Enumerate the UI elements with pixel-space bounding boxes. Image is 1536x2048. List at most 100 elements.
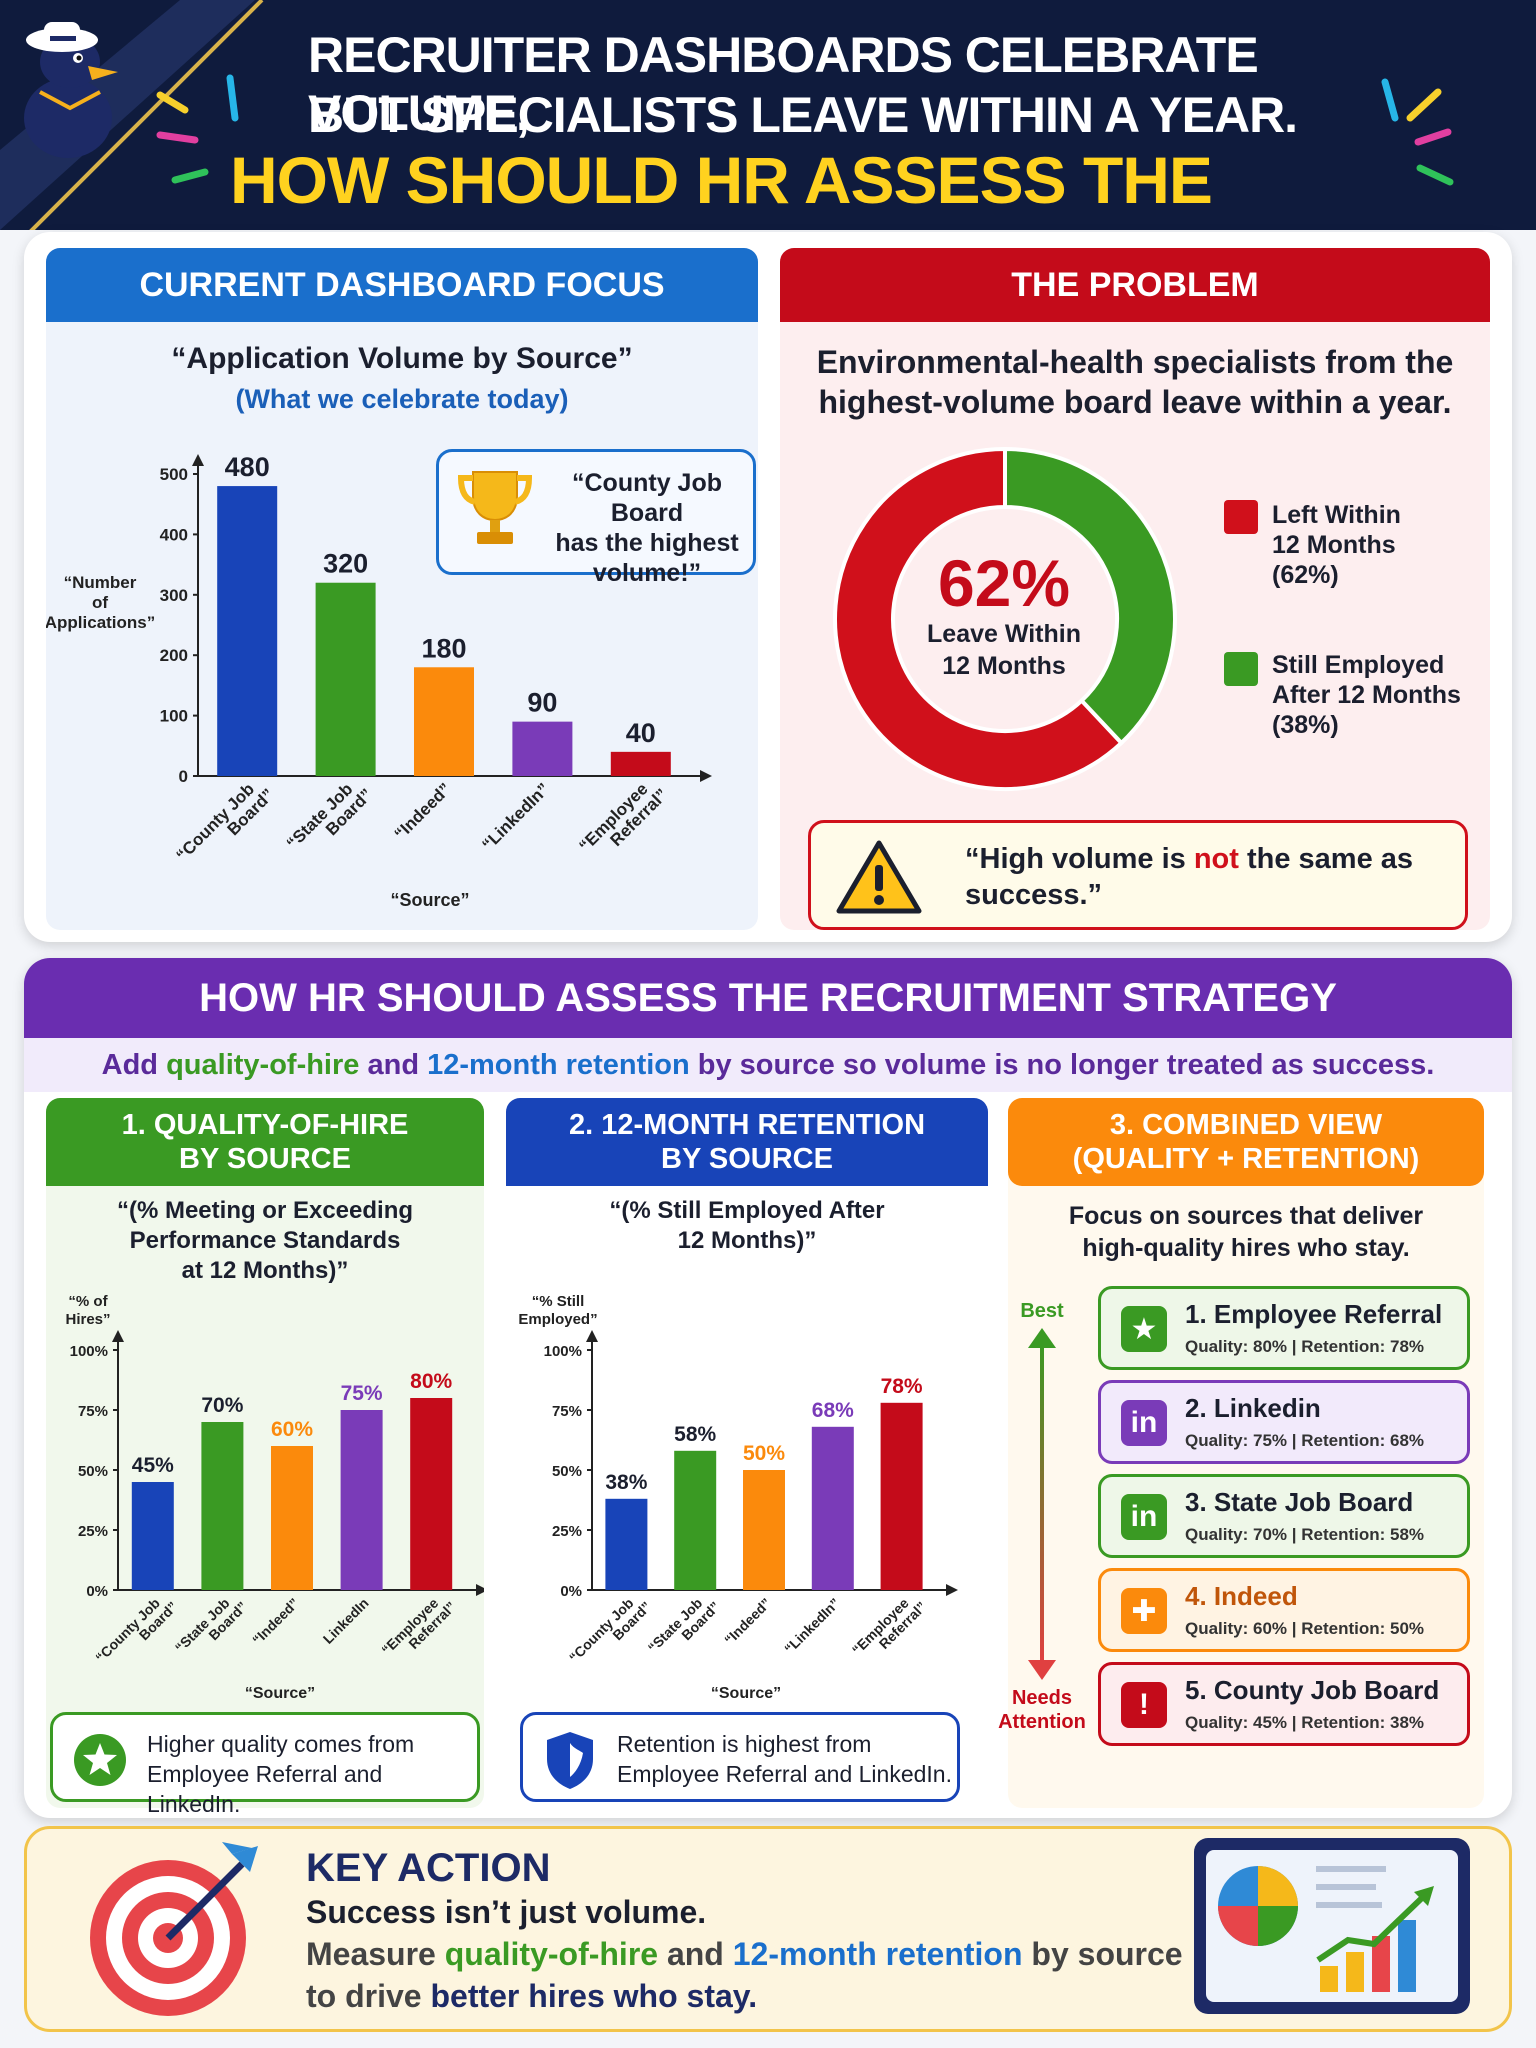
- retention-footer: Retention is highest from Employee Refer…: [520, 1712, 960, 1802]
- quality-footer-line-2: Employee Referral and LinkedIn.: [147, 1761, 383, 1817]
- bar: [414, 667, 474, 776]
- bar-value-label: 80%: [410, 1370, 452, 1393]
- bar-value-label: 78%: [881, 1375, 923, 1398]
- y-tick-label: 0%: [560, 1583, 582, 1600]
- problem-statement-line-2: highest-volume board leave within a year…: [818, 384, 1452, 420]
- donut-slice: [1003, 446, 1177, 746]
- key-action-line-2: Measure quality-of-hire and 12-month ret…: [306, 1936, 1183, 1973]
- problem-heading: THE PROBLEM: [780, 248, 1490, 322]
- legend-left-line-1: Left Within: [1272, 501, 1401, 529]
- source-rank-item: in 3. State Job Board Quality: 70% | Reten…: [1098, 1474, 1470, 1558]
- bar: [512, 721, 573, 776]
- quality-footer-line-1: Higher quality comes from: [147, 1731, 415, 1757]
- legend-swatch-employed: [1224, 652, 1258, 686]
- source-rank-metrics: Quality: 75% | Retention: 68%: [1185, 1431, 1425, 1450]
- warning-line-1: “High volume is not the same as: [965, 841, 1413, 877]
- bar-value-label: 40: [626, 718, 656, 748]
- needs-label-line-1: Needs: [1011, 1687, 1073, 1709]
- warning-icon: [836, 840, 922, 914]
- puzzle-icon: ✚: [1121, 1588, 1167, 1634]
- bar-value-label: 45%: [132, 1454, 174, 1477]
- x-category-label-line: “Indeed”: [249, 1595, 302, 1648]
- target-arrow-icon: [90, 1842, 258, 2016]
- bar-value-label: 480: [225, 452, 270, 482]
- x-category-label: LinkedIn: [320, 1595, 372, 1647]
- bar-value-label: 58%: [674, 1423, 716, 1446]
- bar-value-label: 50%: [743, 1442, 785, 1465]
- warning-line-2: success.”: [965, 879, 1103, 911]
- award-icon: ★: [1121, 1306, 1167, 1352]
- bar: [131, 1482, 174, 1590]
- key-action-quality: quality-of-hire: [444, 1936, 659, 1972]
- dashboard-callout: “County Job Board has the highest volume…: [436, 449, 756, 587]
- legend-employed-line-1: Still Employed: [1272, 651, 1445, 679]
- donut-slice: [833, 446, 1125, 791]
- assess-sub-text-e: by source so volume is no longer treated…: [689, 1049, 1435, 1081]
- x-axis-label: “Source”: [711, 1685, 781, 1702]
- x-category-label: “EmployeeReferral”: [849, 1588, 930, 1669]
- x-axis-arrow: [946, 1584, 958, 1596]
- y-axis-label: “% Still Employed”: [518, 1293, 597, 1328]
- combined-heading: 3. COMBINED VIEW (QUALITY + RETENTION): [1008, 1098, 1484, 1186]
- x-category-label-line: “LinkedIn”: [781, 1595, 843, 1657]
- dashboard-panel: [46, 248, 758, 930]
- assess-subheading: Add quality-of-hire and 12-month retenti…: [24, 1038, 1512, 1092]
- y-tick-label: 500: [160, 465, 188, 484]
- source-rank-name: 2. Linkedin: [1185, 1393, 1321, 1423]
- legend-employed-line-3: (38%): [1272, 711, 1339, 739]
- x-category-label: “State JobBoard”: [283, 772, 376, 865]
- donut-percentage: 62%: [937, 546, 1071, 620]
- source-rank-item: ✚ 4. Indeed Quality: 60% | Retention: 50%: [1098, 1568, 1470, 1652]
- y-axis-arrow: [192, 454, 204, 466]
- source-rank-metrics: Quality: 70% | Retention: 58%: [1185, 1525, 1425, 1544]
- donut-label-line-2: 12 Months: [942, 652, 1066, 680]
- quality-footer: Higher quality comes from Employee Refer…: [50, 1712, 480, 1817]
- combined-title-line-1: Focus on sources that deliver: [1068, 1202, 1424, 1230]
- x-category-label: “State JobBoard”: [644, 1588, 722, 1666]
- y-tick-label: 100: [160, 707, 188, 726]
- bar: [811, 1426, 854, 1590]
- y-axis-label: “Number of Applications”: [46, 573, 155, 632]
- bar-value-label: 70%: [201, 1394, 243, 1417]
- callout-line-1: “County Job Board: [572, 469, 722, 527]
- y-tick-label: 100%: [544, 1343, 582, 1360]
- source-rank-metrics: Quality: 80% | Retention: 78%: [1185, 1337, 1425, 1356]
- bar: [880, 1402, 923, 1590]
- dashboard-chart-subtitle: (What we celebrate today): [235, 384, 569, 414]
- linkedin-icon: in: [1121, 1494, 1167, 1540]
- bar: [271, 1446, 313, 1590]
- bar: [674, 1450, 717, 1590]
- needs-label-line-2: Attention: [998, 1711, 1086, 1733]
- bar-value-label: 38%: [605, 1471, 647, 1494]
- legend-swatch-left: [1224, 500, 1258, 534]
- header-decoration: [0, 0, 1454, 230]
- best-label: Best: [1020, 1300, 1064, 1322]
- assess-sub-quality: quality-of-hire: [166, 1049, 360, 1081]
- problem-statement-line-1: Environmental-health specialists from th…: [816, 344, 1454, 380]
- callout-line-3: volume!”: [592, 559, 702, 587]
- y-axis-label-line: “Number: [64, 573, 137, 592]
- x-category-label-line: “Indeed”: [721, 1595, 774, 1648]
- bar-value-label: 75%: [341, 1382, 383, 1405]
- bar-value-label: 68%: [812, 1399, 854, 1422]
- key-action-line2-a: Measure: [306, 1936, 445, 1972]
- header-question: HOW SHOULD HR ASSESS THE STRATEGY?: [230, 143, 1213, 230]
- assess-sub-text-a: Add: [101, 1049, 167, 1081]
- retention-title-line-2: 12 Months)”: [677, 1227, 817, 1254]
- confetti-left-icon: [156, 74, 239, 184]
- key-action-retention: 12-month retention: [732, 1936, 1023, 1972]
- key-action-line2-c: and: [658, 1936, 733, 1972]
- y-tick-label: 25%: [78, 1523, 108, 1540]
- y-tick-label: 0%: [86, 1583, 108, 1600]
- x-axis-label: “Source”: [390, 890, 469, 910]
- legend-left-line-3: (62%): [1272, 561, 1339, 589]
- source-rank-name: 1. Employee Referral: [1185, 1299, 1443, 1329]
- legend-employed-line-2: After 12 Months: [1272, 681, 1461, 709]
- source-rank-metrics: Quality: 60% | Retention: 50%: [1185, 1619, 1425, 1638]
- y-axis-label-line: “% Still: [532, 1293, 585, 1310]
- x-category-label: “EmployeeReferral”: [378, 1588, 459, 1669]
- y-tick-label: 100%: [70, 1343, 108, 1360]
- assess-sub-text-c: and: [359, 1049, 428, 1081]
- y-tick-label: 50%: [78, 1463, 108, 1480]
- x-axis-label: “Source”: [245, 1685, 315, 1702]
